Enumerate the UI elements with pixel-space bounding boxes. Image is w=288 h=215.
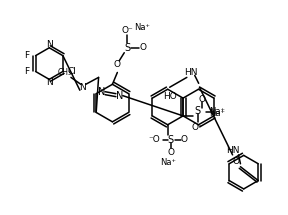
Text: O: O: [181, 135, 188, 144]
Text: N: N: [46, 78, 53, 87]
Text: O⁻: O⁻: [121, 26, 133, 35]
Text: F: F: [24, 51, 30, 60]
Text: HO: HO: [163, 92, 177, 101]
Text: CH₃: CH₃: [58, 68, 72, 77]
Text: O: O: [167, 148, 174, 157]
Text: O: O: [114, 60, 121, 69]
Text: HN: HN: [226, 146, 239, 155]
Text: Cl: Cl: [68, 67, 77, 76]
Text: S: S: [195, 106, 201, 116]
Text: N: N: [116, 91, 124, 101]
Text: N: N: [46, 40, 53, 49]
Text: O⁻: O⁻: [191, 123, 203, 132]
Text: ⁻O: ⁻O: [148, 135, 160, 144]
Text: O: O: [232, 157, 239, 166]
Text: N: N: [98, 87, 106, 97]
Text: O: O: [139, 43, 147, 52]
Text: Na⁺: Na⁺: [210, 109, 226, 118]
Text: Na⁺: Na⁺: [134, 23, 150, 32]
Text: O: O: [198, 95, 205, 104]
Text: HN: HN: [184, 68, 198, 77]
Text: F: F: [24, 67, 30, 76]
Text: Na⁺: Na⁺: [160, 158, 176, 167]
Text: Na⁺: Na⁺: [210, 108, 226, 117]
Text: S: S: [124, 43, 130, 53]
Text: S: S: [168, 135, 174, 144]
Text: N: N: [79, 83, 86, 92]
